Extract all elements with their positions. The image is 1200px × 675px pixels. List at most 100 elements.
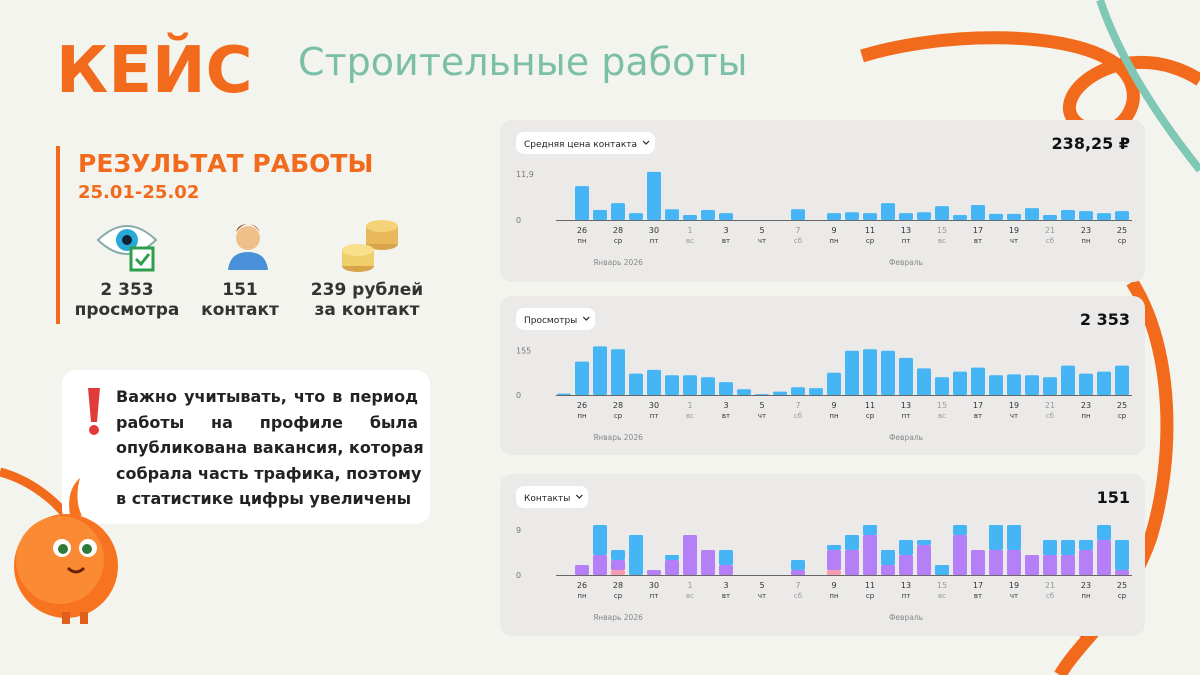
x-weekday-label: пт [650, 412, 659, 420]
chart-total: 151 [1097, 488, 1130, 507]
bar [917, 368, 931, 395]
x-weekday-label: вт [722, 237, 730, 245]
bar [791, 209, 805, 220]
dropdown[interactable] [516, 132, 656, 154]
bar [1007, 374, 1021, 395]
x-weekday-label: ср [1118, 592, 1127, 600]
x-tick-label: 7 [795, 226, 800, 235]
y-tick-label: 11,9 [516, 170, 534, 179]
bar [611, 203, 625, 220]
x-weekday-label: чт [758, 412, 766, 420]
bar [881, 550, 895, 565]
bar [1025, 375, 1039, 395]
bar [647, 171, 661, 220]
x-weekday-label: чт [758, 237, 766, 245]
x-weekday-label: пн [1081, 412, 1090, 420]
x-tick-label: 7 [795, 581, 800, 590]
month-label: Январь 2026 [593, 613, 643, 622]
x-weekday-label: пт [650, 592, 659, 600]
y-tick-label: 0 [516, 216, 521, 225]
x-weekday-label: ср [866, 412, 875, 420]
x-weekday-label: вт [974, 592, 982, 600]
bar [845, 350, 859, 395]
bar [1079, 211, 1093, 220]
bar [1097, 525, 1111, 540]
bar [719, 565, 733, 575]
bar [863, 349, 877, 395]
x-weekday-label: вс [686, 412, 694, 420]
x-tick-label: 11 [865, 401, 875, 410]
y-tick-label: 155 [516, 347, 531, 356]
x-tick-label: 9 [831, 226, 836, 235]
dropdown[interactable] [516, 308, 596, 330]
bar [629, 535, 643, 575]
stat-value: 151 [222, 280, 258, 300]
bar [971, 367, 985, 395]
bar [719, 213, 733, 220]
x-tick-label: 30 [649, 401, 659, 410]
bar [629, 213, 643, 220]
x-weekday-label: сб [794, 412, 802, 420]
dropdown[interactable] [516, 486, 589, 508]
bar [917, 545, 931, 575]
x-weekday-label: сб [1046, 237, 1054, 245]
x-tick-label: 3 [723, 226, 728, 235]
x-weekday-label: пт [902, 412, 911, 420]
chart-title: Контакты [524, 494, 570, 504]
chart: Просмотры 2 353 0 155 26 пн 28 ср 30 пт 1 вс 3 вт 5 чт 7… [500, 296, 1145, 455]
bar [953, 215, 967, 220]
bar [791, 387, 805, 395]
bar [989, 213, 1003, 220]
x-tick-label: 13 [901, 226, 911, 235]
bar [881, 203, 895, 220]
x-weekday-label: сб [794, 237, 802, 245]
bar [647, 570, 661, 575]
x-tick-label: 1 [687, 401, 692, 410]
x-tick-label: 3 [723, 581, 728, 590]
bar [917, 540, 931, 545]
bar [683, 375, 697, 395]
x-weekday-label: вс [938, 412, 946, 420]
bar [665, 375, 679, 395]
bar [1115, 365, 1129, 395]
x-weekday-label: ср [614, 237, 623, 245]
bar [665, 555, 679, 560]
x-weekday-label: пт [650, 237, 659, 245]
bar [1115, 570, 1129, 575]
x-tick-label: 21 [1045, 581, 1055, 590]
x-weekday-label: пн [577, 592, 586, 600]
bar [1079, 550, 1093, 575]
bar [1097, 371, 1111, 395]
bar [881, 350, 895, 395]
y-tick-label: 9 [516, 526, 521, 535]
bar [845, 212, 859, 220]
bar [1061, 555, 1075, 575]
chart-panel [500, 474, 1145, 636]
bar [863, 525, 877, 535]
bar [773, 391, 787, 395]
bar [647, 369, 661, 395]
header-label: КЕЙС [56, 32, 253, 108]
x-tick-label: 25 [1117, 226, 1127, 235]
x-tick-label: 9 [831, 401, 836, 410]
accent-bar [56, 146, 60, 324]
chart: Контакты 151 0 9 26 пн 28 ср 30 пт 1 вс 3 вт 5 чт 7 сб 9 пн… [500, 474, 1145, 636]
x-weekday-label: пт [902, 237, 911, 245]
x-tick-label: 9 [831, 581, 836, 590]
x-tick-label: 25 [1117, 401, 1127, 410]
bar [611, 570, 625, 575]
header-title: Строительные работы [298, 40, 747, 84]
x-tick-label: 30 [649, 226, 659, 235]
bar [1115, 211, 1129, 220]
coins-icon [342, 220, 398, 272]
bar [611, 550, 625, 560]
bar [575, 186, 589, 220]
x-tick-label: 23 [1081, 401, 1091, 410]
results-period: 25.01-25.02 [78, 182, 199, 203]
note-line: Важно учитывать, что в период [116, 387, 418, 406]
bar [827, 372, 841, 395]
bar [701, 550, 715, 575]
chart-total: 238,25 ₽ [1052, 134, 1130, 153]
x-weekday-label: вс [686, 237, 694, 245]
month-label: Февраль [889, 613, 923, 622]
